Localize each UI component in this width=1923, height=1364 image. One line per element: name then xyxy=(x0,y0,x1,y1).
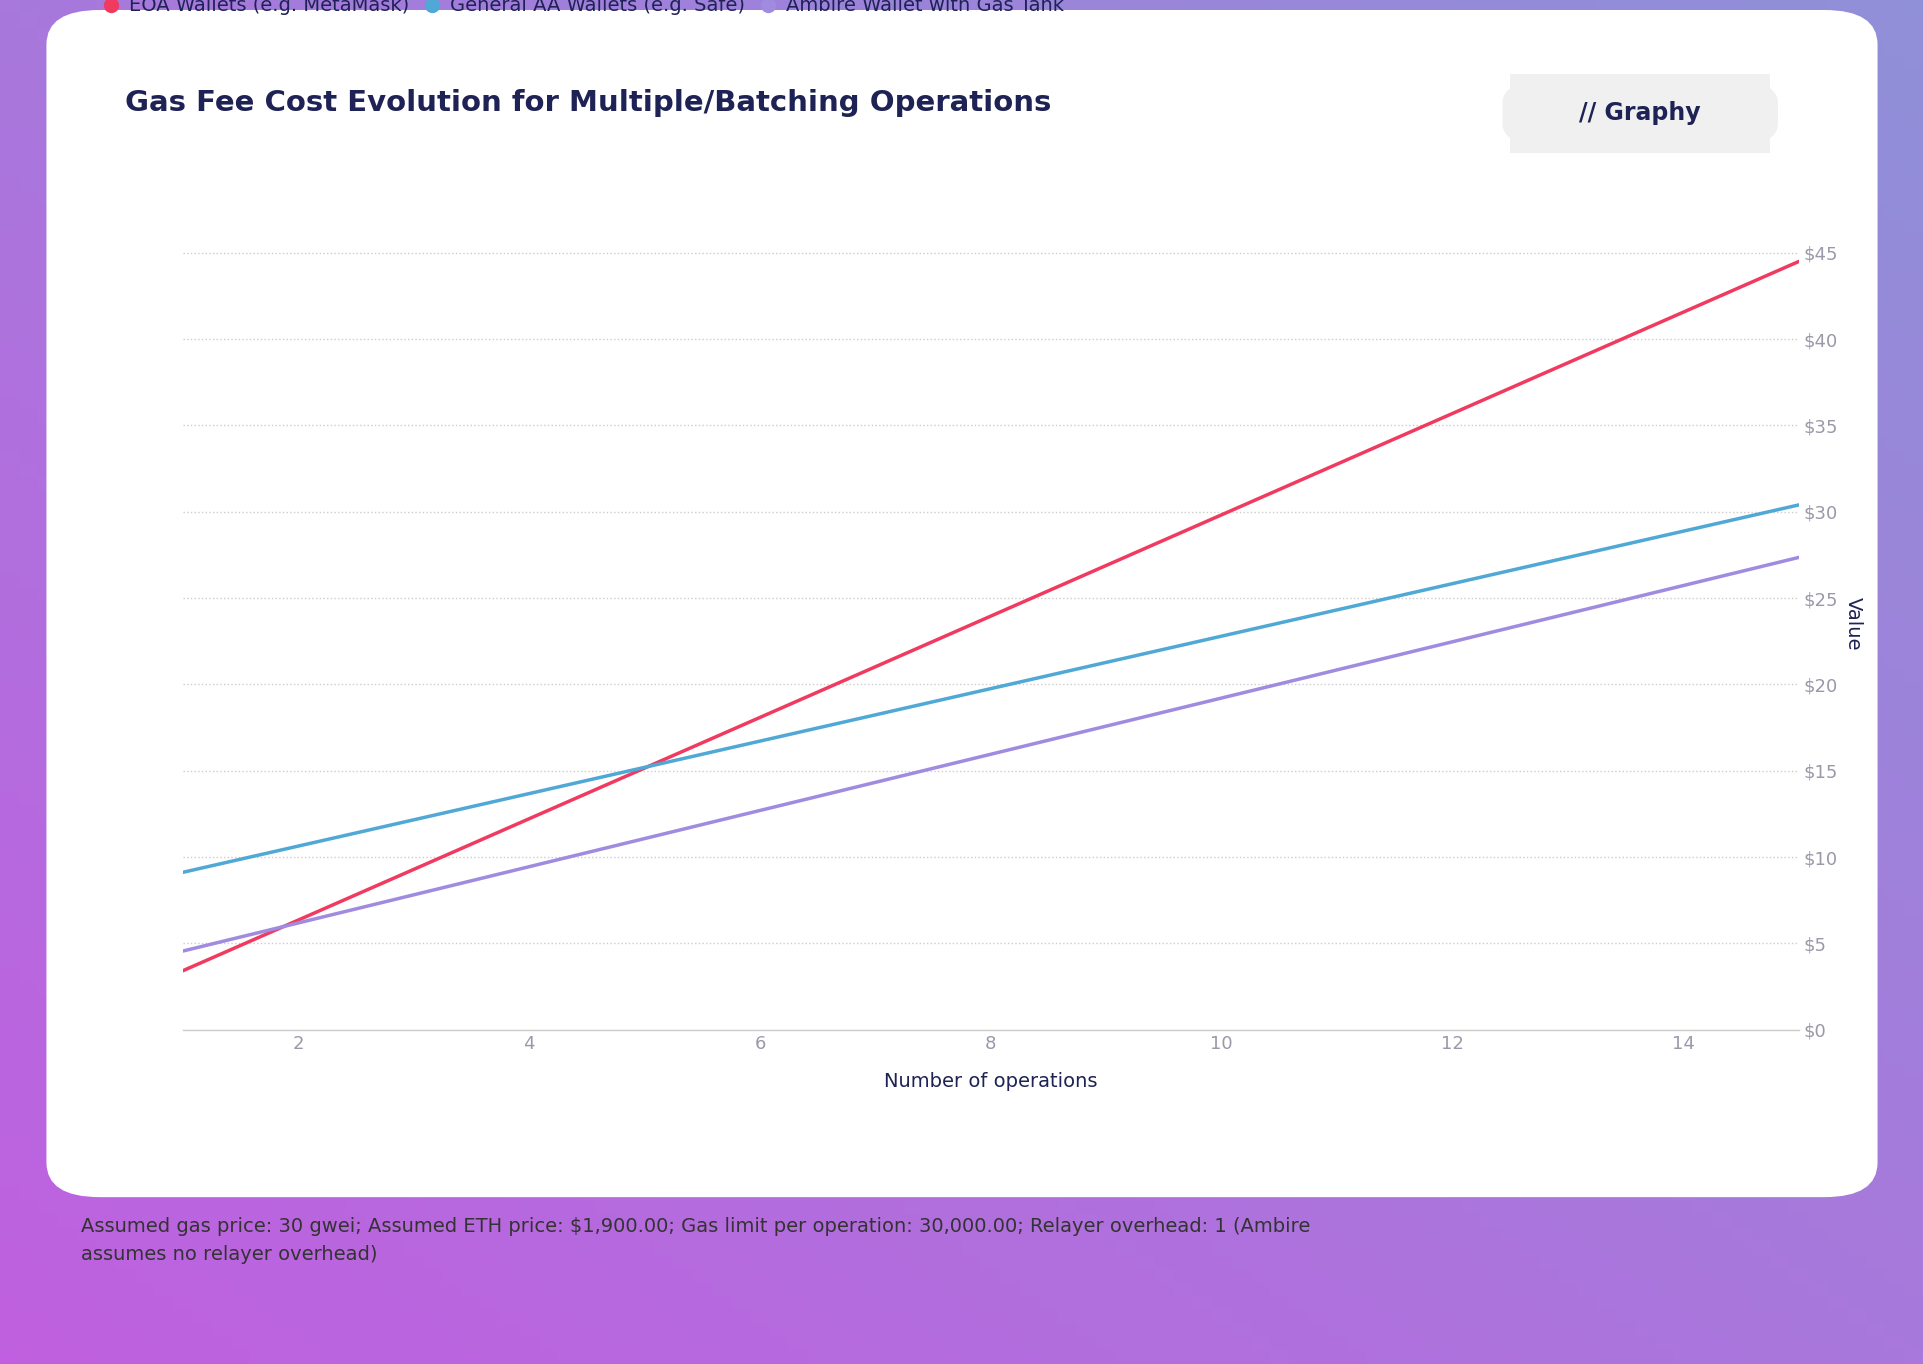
Y-axis label: Value: Value xyxy=(1844,597,1861,651)
Text: Assumed gas price: 30 gwei; Assumed ETH price: $1,900.00; Gas limit per operatio: Assumed gas price: 30 gwei; Assumed ETH … xyxy=(81,1217,1310,1263)
FancyBboxPatch shape xyxy=(46,10,1877,1198)
X-axis label: Number of operations: Number of operations xyxy=(885,1072,1096,1091)
Text: Gas Fee Cost Evolution for Multiple/Batching Operations: Gas Fee Cost Evolution for Multiple/Batc… xyxy=(125,89,1050,117)
FancyBboxPatch shape xyxy=(1502,75,1777,151)
Legend: EOA Wallets (e.g. MetaMask), General AA Wallets (e.g. Safe), Ambire Wallet with : EOA Wallets (e.g. MetaMask), General AA … xyxy=(96,0,1071,23)
Text: // Graphy: // Graphy xyxy=(1579,101,1700,125)
